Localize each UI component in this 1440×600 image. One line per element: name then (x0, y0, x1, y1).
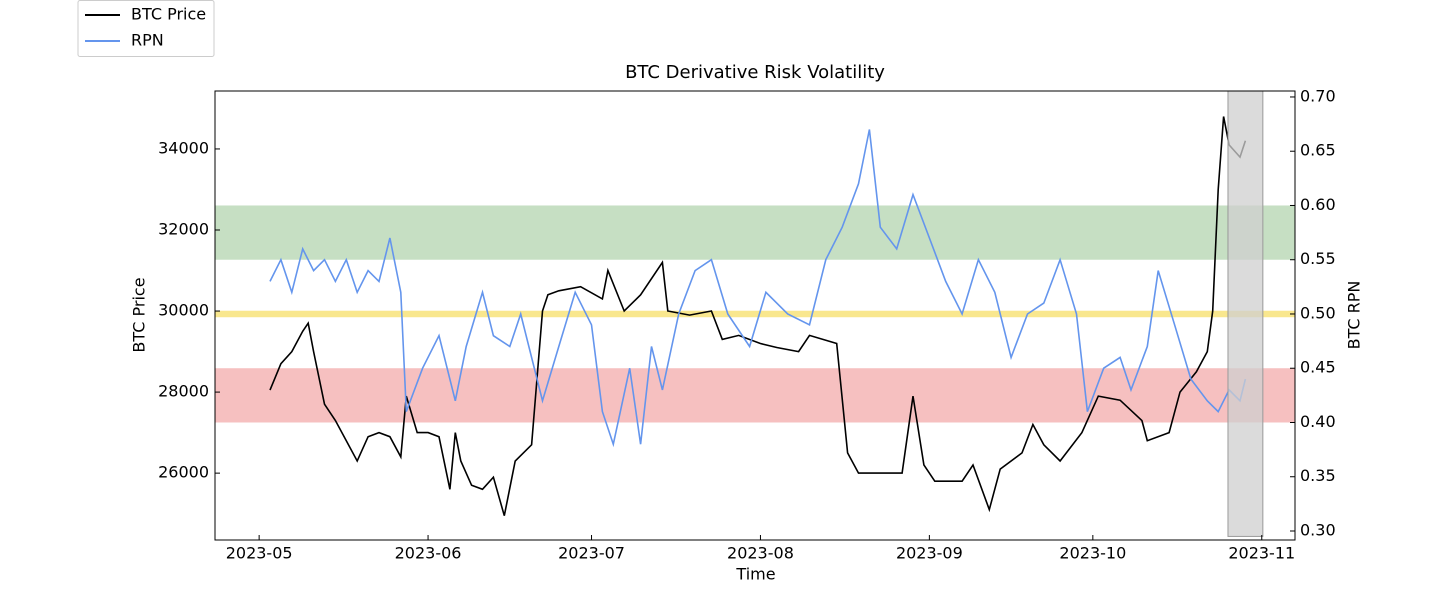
x-tick-label: 2023-11 (1228, 544, 1295, 563)
y2-tick-label: 0.70 (1300, 86, 1336, 105)
legend: BTC Price RPN (77, 0, 215, 57)
y2-tick-label: 0.40 (1300, 412, 1336, 431)
x-tick-label: 2023-08 (727, 544, 794, 563)
x-tick-label: 2023-10 (1059, 544, 1126, 563)
y-tick-label: 32000 (158, 219, 209, 238)
legend-label: RPN (131, 31, 164, 50)
band (215, 368, 1295, 423)
band (215, 310, 1295, 318)
y2-axis-label: BTC RPN (1345, 281, 1364, 350)
band (215, 205, 1295, 260)
highlight-region (1227, 90, 1264, 537)
y-tick-label: 30000 (158, 301, 209, 320)
y-tick-label: 26000 (158, 463, 209, 482)
y-axis-label: BTC Price (130, 277, 149, 352)
chart-title: BTC Derivative Risk Volatility (625, 62, 885, 83)
x-axis-label: Time (735, 565, 775, 584)
x-tick-label: 2023-06 (395, 544, 462, 563)
y2-tick-label: 0.50 (1300, 303, 1336, 322)
y2-tick-label: 0.65 (1300, 141, 1336, 160)
y2-tick-label: 0.35 (1300, 466, 1336, 485)
y-tick-label: 28000 (158, 382, 209, 401)
x-tick-label: 2023-09 (896, 544, 963, 563)
y2-tick-label: 0.60 (1300, 195, 1336, 214)
y2-tick-label: 0.45 (1300, 358, 1336, 377)
line-series (269, 116, 1247, 516)
legend-label: BTC Price (131, 5, 206, 24)
y2-tick-label: 0.55 (1300, 249, 1336, 268)
y2-tick-label: 0.30 (1300, 520, 1336, 539)
x-tick-label: 2023-05 (226, 544, 293, 563)
line-series (269, 129, 1247, 448)
x-tick-label: 2023-07 (558, 544, 625, 563)
plot-frame (214, 90, 1296, 541)
y-tick-label: 34000 (158, 138, 209, 157)
